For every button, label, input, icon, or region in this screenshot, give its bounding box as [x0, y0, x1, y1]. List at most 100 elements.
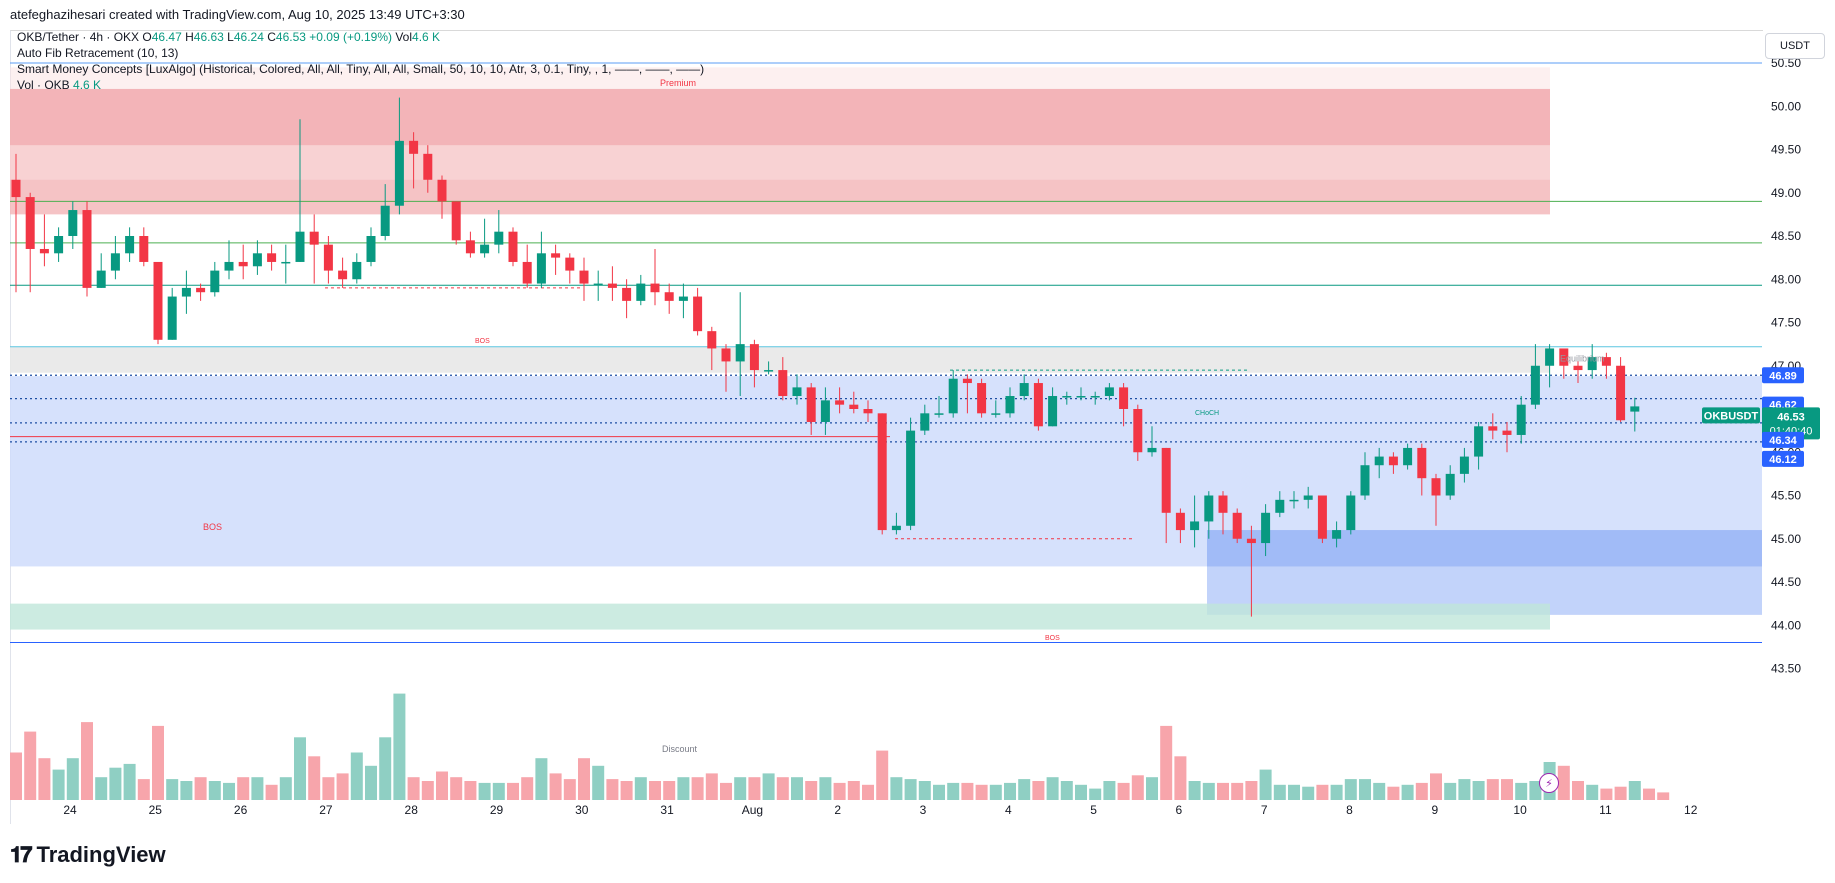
volume-bar — [1529, 781, 1542, 800]
volume-bar — [1273, 784, 1286, 800]
volume-bar — [1046, 777, 1059, 800]
volume-bar — [918, 781, 931, 800]
candle-body — [849, 404, 859, 409]
candle-body — [650, 283, 660, 293]
volume-bar — [1018, 779, 1031, 800]
legend-low-label: L — [227, 30, 234, 44]
volume-bar — [592, 765, 605, 800]
volume-bar — [223, 782, 235, 800]
volume-bar — [1060, 781, 1073, 800]
time-tick-label: 7 — [1261, 803, 1268, 817]
volume-bar — [535, 758, 548, 800]
volume-bar — [322, 777, 335, 800]
legend-change: +0.09 (+0.19%) — [309, 30, 392, 44]
legend-vol-value: 4.6 K — [412, 30, 441, 44]
volume-bar — [436, 771, 448, 800]
legend-indicator-fib[interactable]: Auto Fib Retracement (10, 13) — [17, 46, 179, 60]
candle-body — [778, 370, 788, 397]
legend-ohlc-row: OKB/Tether · 4h · OKX O46.47 H46.63 L46.… — [17, 30, 440, 44]
volume-bar — [975, 784, 988, 800]
volume-bar — [606, 779, 619, 800]
volume-bar — [1202, 782, 1215, 800]
candle-body — [181, 287, 191, 297]
volume-bar — [1657, 792, 1670, 800]
candle-body — [1005, 396, 1015, 414]
volume-bar — [1117, 782, 1130, 800]
discount-label: Discount — [662, 744, 698, 754]
symbol-tag-bg — [1702, 407, 1760, 424]
last-price: 46.53 — [1777, 411, 1805, 423]
volume-bar — [691, 777, 704, 800]
price-tick-label: 43.50 — [1771, 662, 1801, 676]
annotations: Premium Equilibrium Discount BOS BOS BOS CHoCH — [203, 78, 1605, 754]
volume-bar — [166, 779, 179, 800]
candle-body — [96, 270, 106, 288]
candle-body — [1431, 478, 1441, 496]
volume-bar — [1146, 777, 1158, 800]
candle-body — [210, 270, 220, 293]
volume-bar — [1075, 784, 1087, 800]
volume-bar — [336, 773, 349, 800]
volume-bar — [1415, 782, 1428, 800]
candle-body — [1516, 404, 1526, 435]
legend-volume-label: Vol · OKB — [17, 78, 70, 92]
lightning-icon[interactable]: ⚡ — [1539, 773, 1559, 793]
volume-bar — [720, 782, 732, 800]
volume-bar — [634, 777, 647, 800]
currency-selector[interactable]: USDT — [1765, 33, 1825, 59]
legend-close-label: C — [267, 30, 276, 44]
legend-high-value: 46.63 — [193, 30, 224, 44]
price-tick-label: 48.00 — [1771, 272, 1801, 286]
time-tick-label: 11 — [1599, 803, 1612, 817]
candle-body — [480, 244, 490, 254]
candle-body — [707, 331, 717, 349]
bos-label: BOS — [203, 522, 222, 532]
candle-body — [536, 253, 546, 284]
time-tick-label: Aug — [742, 803, 763, 817]
candle-body — [962, 378, 972, 384]
legend-indicator-smc[interactable]: Smart Money Concepts [LuxAlgo] (Historic… — [17, 62, 705, 76]
candle-body — [1133, 409, 1143, 453]
volume-bar — [294, 737, 306, 800]
time-tick-label: 30 — [575, 803, 589, 817]
candle-body — [1062, 396, 1072, 398]
volume-bar — [862, 784, 874, 800]
candle-body — [920, 413, 930, 431]
candle-body — [1175, 512, 1185, 531]
legend-indicator-volume[interactable]: Vol · OKB 4.6 K — [17, 78, 101, 92]
volume-bar — [1401, 784, 1414, 800]
volume-bar — [10, 752, 22, 800]
volume-bar — [464, 781, 477, 800]
candle-body — [338, 270, 348, 280]
volume-bar — [521, 777, 534, 800]
time-tick-label: 10 — [1513, 803, 1527, 817]
candle-body — [891, 525, 901, 531]
volume-bar — [507, 782, 519, 800]
candle-body — [749, 344, 759, 371]
candle-body — [977, 383, 987, 414]
volume-bar — [237, 777, 250, 800]
volume-bar — [1217, 782, 1229, 800]
candle-body — [1033, 383, 1043, 427]
candle-body — [934, 413, 944, 415]
last-price-badge-bg — [1762, 407, 1820, 440]
legend-symbol[interactable]: OKB/Tether · 4h · OKX — [17, 30, 140, 44]
candle-body — [607, 283, 617, 288]
volume-bar — [1444, 782, 1457, 800]
volume-bar — [947, 782, 960, 800]
candle-body — [622, 287, 632, 301]
volume-bar — [1600, 788, 1613, 800]
candle-body — [835, 400, 845, 405]
chart-caption: atefeghazihesari created with TradingVie… — [10, 7, 465, 22]
candle-body — [1261, 512, 1271, 544]
candle-body — [1502, 430, 1512, 435]
candle-body — [1573, 365, 1583, 371]
volume-bar — [208, 781, 221, 800]
price-badge-bg — [1762, 450, 1804, 467]
candle-body — [167, 296, 177, 340]
candle-body — [735, 344, 745, 362]
legend-high-label: H — [185, 30, 194, 44]
equilibrium-zone — [10, 346, 1550, 373]
volume-bar — [762, 773, 775, 800]
